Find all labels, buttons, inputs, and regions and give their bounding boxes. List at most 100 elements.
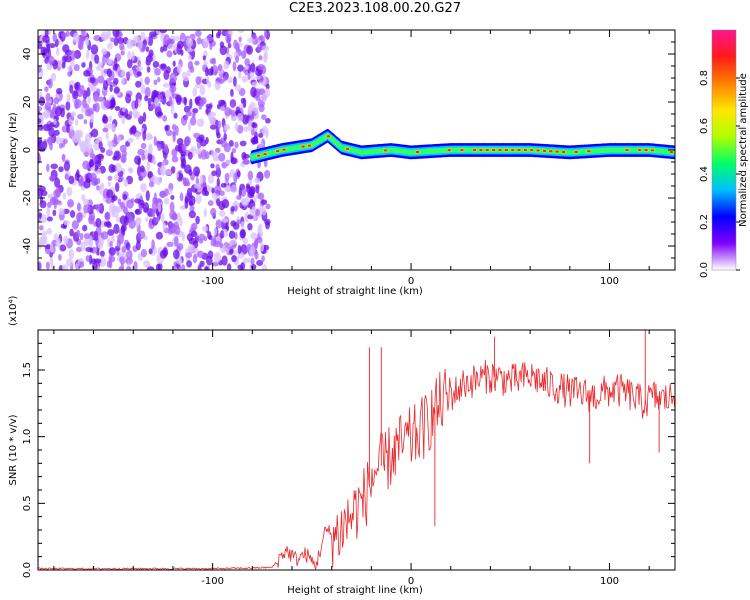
noise-blob: [166, 50, 173, 58]
noise-blob: [135, 131, 140, 140]
noise-blob: [93, 231, 99, 242]
noise-blob: [112, 155, 117, 161]
y-tick-label: 40: [22, 48, 33, 61]
noise-blob: [110, 97, 116, 107]
noise-blob: [247, 37, 255, 44]
noise-blob: [262, 92, 268, 103]
noise-blob: [140, 182, 147, 193]
noise-blob: [62, 44, 70, 53]
noise-blob: [258, 223, 263, 231]
noise-blob: [165, 124, 170, 131]
noise-blob: [68, 248, 75, 260]
noise-blob: [46, 43, 50, 54]
noise-blob: [134, 155, 141, 165]
noise-blob: [121, 224, 127, 232]
noise-blob: [155, 263, 161, 270]
noise-blob: [38, 106, 43, 112]
noise-blob: [50, 109, 54, 118]
noise-blob: [226, 186, 231, 193]
noise-blob: [229, 239, 237, 246]
noise-blob: [121, 115, 126, 125]
noise-blob: [48, 127, 55, 137]
noise-blob: [231, 255, 237, 263]
noise-blob: [256, 43, 263, 52]
noise-blob: [233, 39, 238, 50]
noise-blob: [122, 206, 128, 214]
noise-blob: [142, 130, 147, 141]
colorbar-ticks: 0.0 0.2 0.4 0.6 0.8: [699, 70, 740, 278]
noise-blob: [126, 266, 132, 270]
noise-blob: [122, 193, 128, 201]
noise-blob: [54, 177, 61, 188]
noise-blob: [261, 255, 265, 263]
noise-blob: [167, 38, 175, 45]
ridge-core-red: [555, 150, 559, 153]
noise-blob: [72, 90, 79, 100]
noise-blob: [48, 43, 56, 49]
noise-blob: [133, 260, 138, 270]
noise-blob: [213, 185, 222, 195]
noise-blob: [264, 169, 271, 179]
noise-blob: [74, 98, 79, 110]
noise-blob: [183, 96, 188, 106]
noise-blob: [123, 178, 129, 187]
noise-blob: [227, 76, 233, 84]
noise-blob: [38, 118, 42, 124]
noise-blob: [46, 136, 54, 145]
noise-blob: [128, 110, 133, 116]
noise-blob: [171, 86, 175, 98]
noise-blob: [265, 118, 271, 124]
noise-blob: [172, 60, 176, 67]
noise-blob: [77, 202, 81, 212]
noise-blob: [81, 30, 86, 36]
noise-blob: [52, 103, 57, 112]
noise-blob: [135, 80, 142, 88]
noise-blob: [196, 118, 205, 128]
noise-blob: [190, 230, 198, 238]
noise-blob: [176, 242, 184, 251]
noise-blob: [242, 153, 251, 159]
noise-blob: [102, 115, 109, 124]
noise-blob: [94, 165, 99, 171]
noise-blob: [215, 219, 223, 229]
noise-blob: [80, 241, 86, 252]
noise-blob: [66, 186, 73, 197]
noise-blob: [237, 71, 242, 80]
noise-blob: [196, 37, 202, 45]
noise-blob: [118, 175, 124, 182]
noise-blob: [162, 44, 168, 52]
noise-blob: [181, 143, 187, 152]
noise-blob: [161, 213, 165, 223]
noise-blob: [251, 139, 259, 145]
noise-blob: [38, 152, 41, 163]
noise-blob: [186, 187, 193, 198]
noise-blob: [74, 82, 79, 91]
noise-blob: [170, 195, 175, 201]
noise-blob: [38, 66, 42, 73]
noise-blob: [135, 66, 143, 72]
colorbar-tick-label: 0.6: [699, 118, 710, 134]
noise-blob: [96, 177, 101, 184]
noise-blob: [251, 81, 258, 88]
noise-blob: [162, 115, 168, 122]
noise-blob: [144, 76, 150, 85]
noise-blob: [157, 111, 163, 117]
noise-blob: [235, 55, 240, 64]
noise-blob: [55, 237, 61, 248]
noise-blob: [83, 198, 89, 206]
noise-blob: [230, 115, 237, 122]
ridge-core-red: [587, 150, 591, 153]
colorbar-tick-label: 0.8: [699, 70, 710, 86]
noise-blob: [189, 116, 197, 126]
noise-blob: [148, 248, 153, 255]
x-tick-label: -100: [201, 576, 224, 587]
noise-blob: [248, 187, 255, 197]
noise-blob: [73, 64, 80, 72]
noise-blob: [86, 50, 90, 60]
noise-blob: [186, 260, 193, 268]
noise-blob: [135, 111, 141, 119]
noise-blob: [81, 194, 86, 202]
ridge-core-red: [282, 148, 286, 151]
noise-blob: [160, 63, 167, 70]
noise-blob: [225, 159, 231, 165]
